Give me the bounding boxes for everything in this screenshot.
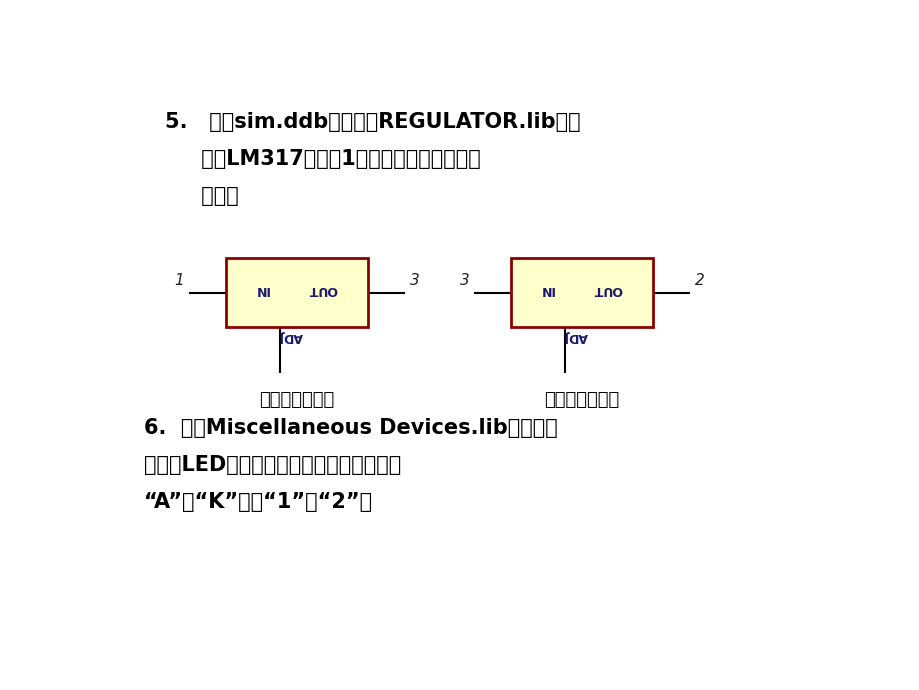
- Text: IN: IN: [254, 283, 268, 296]
- Bar: [225, 258, 368, 327]
- Text: 3: 3: [409, 273, 419, 288]
- Text: ADJ: ADJ: [562, 330, 587, 343]
- Text: 定义。: 定义。: [165, 186, 238, 206]
- Text: IN: IN: [539, 283, 553, 296]
- Text: 原元件引脚定义: 原元件引脚定义: [259, 391, 335, 409]
- Text: 1: 1: [175, 273, 184, 288]
- Text: OUT: OUT: [593, 283, 621, 296]
- Text: 5.   修改sim.ddb元件库里REGULATOR.lib中的: 5. 修改sim.ddb元件库里REGULATOR.lib中的: [165, 112, 580, 132]
- Text: OUT: OUT: [308, 283, 336, 296]
- Text: 6.  修改Miscellaneous Devices.lib元件库里: 6. 修改Miscellaneous Devices.lib元件库里: [143, 417, 557, 437]
- Text: 修改后引脚定义: 修改后引脚定义: [544, 391, 619, 409]
- Text: 元件LM317如附录1数码显示管所示的引脚: 元件LM317如附录1数码显示管所示的引脚: [165, 149, 480, 169]
- Bar: [510, 258, 652, 327]
- Text: 的元件LED引脚定义，将元件引脚号分别由: 的元件LED引脚定义，将元件引脚号分别由: [143, 455, 401, 475]
- Text: 2: 2: [694, 273, 704, 288]
- Text: ADJ: ADJ: [278, 330, 302, 343]
- Text: “A”和“K”改为“1”和“2”。: “A”和“K”改为“1”和“2”。: [143, 492, 372, 512]
- Text: 3: 3: [460, 273, 469, 288]
